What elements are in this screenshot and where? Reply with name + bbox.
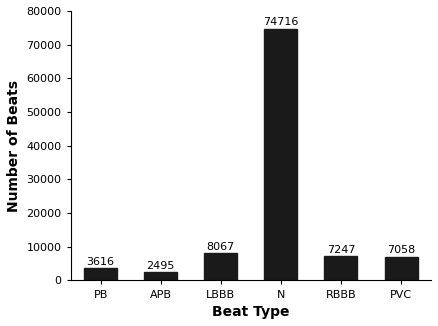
Y-axis label: Number of Beats: Number of Beats xyxy=(7,80,21,212)
X-axis label: Beat Type: Beat Type xyxy=(212,305,290,319)
Text: 7058: 7058 xyxy=(387,245,415,255)
Bar xyxy=(144,272,177,280)
Bar xyxy=(385,257,417,280)
Bar xyxy=(204,253,237,280)
Bar xyxy=(325,256,357,280)
Text: 7247: 7247 xyxy=(327,245,355,255)
Text: 8067: 8067 xyxy=(207,242,235,252)
Text: 74716: 74716 xyxy=(263,17,299,27)
Bar xyxy=(84,268,117,280)
Text: 2495: 2495 xyxy=(147,261,175,271)
Bar xyxy=(265,29,297,280)
Text: 3616: 3616 xyxy=(87,257,115,267)
